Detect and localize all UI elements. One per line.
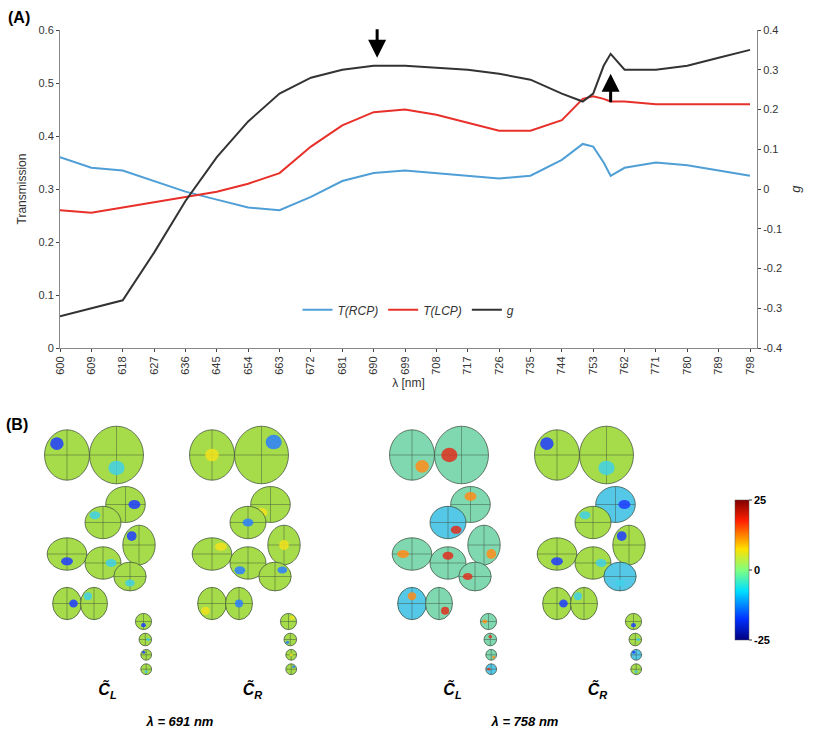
svg-text:0.6: 0.6 (39, 24, 54, 36)
svg-text:663: 663 (273, 356, 285, 374)
svg-text:T(RCP): T(RCP) (338, 304, 379, 318)
svg-text:C̃L: C̃L (443, 679, 462, 701)
svg-text:g: g (788, 185, 803, 193)
svg-text:g: g (507, 304, 514, 318)
svg-text:25: 25 (754, 494, 766, 506)
svg-text:789: 789 (712, 356, 724, 374)
svg-text:699: 699 (399, 356, 411, 374)
svg-text:609: 609 (85, 356, 97, 374)
svg-text:0.4: 0.4 (39, 130, 54, 142)
svg-text:C̃R: C̃R (243, 679, 263, 701)
svg-text:0.3: 0.3 (763, 64, 778, 76)
svg-text:771: 771 (650, 356, 662, 374)
svg-text:654: 654 (242, 356, 254, 374)
svg-text:627: 627 (148, 356, 160, 374)
svg-text:λ [nm]: λ [nm] (392, 376, 425, 390)
svg-text:(B): (B) (6, 416, 28, 433)
svg-text:0.1: 0.1 (39, 289, 54, 301)
svg-text:(A): (A) (8, 9, 30, 26)
svg-text:λ = 691 nm: λ = 691 nm (146, 714, 214, 729)
svg-text:0.1: 0.1 (763, 143, 778, 155)
svg-text:-0.3: -0.3 (763, 302, 782, 314)
svg-text:C̃R: C̃R (588, 679, 608, 701)
svg-text:600: 600 (54, 356, 66, 374)
svg-text:735: 735 (524, 356, 536, 374)
svg-text:681: 681 (336, 356, 348, 374)
svg-text:-0.4: -0.4 (763, 342, 782, 354)
svg-text:0.2: 0.2 (39, 236, 54, 248)
svg-text:753: 753 (587, 356, 599, 374)
svg-text:0.2: 0.2 (763, 103, 778, 115)
svg-text:690: 690 (367, 356, 379, 374)
svg-text:717: 717 (461, 356, 473, 374)
svg-text:0: 0 (48, 342, 54, 354)
svg-text:726: 726 (493, 356, 505, 374)
svg-text:636: 636 (179, 356, 191, 374)
svg-text:-0.1: -0.1 (763, 223, 782, 235)
svg-text:0.5: 0.5 (39, 77, 54, 89)
svg-text:T(LCP): T(LCP) (423, 304, 462, 318)
svg-text:618: 618 (116, 356, 128, 374)
svg-text:798: 798 (744, 356, 756, 374)
svg-text:0: 0 (763, 183, 769, 195)
svg-text:0.4: 0.4 (763, 24, 778, 36)
svg-text:744: 744 (555, 356, 567, 374)
svg-text:780: 780 (681, 356, 693, 374)
svg-text:Transmission: Transmission (15, 154, 29, 225)
svg-text:-25: -25 (754, 634, 770, 646)
svg-text:-0.2: -0.2 (763, 262, 782, 274)
svg-text:708: 708 (430, 356, 442, 374)
svg-text:C̃L: C̃L (98, 679, 117, 701)
svg-text:645: 645 (210, 356, 222, 374)
svg-text:0: 0 (754, 564, 760, 576)
svg-text:λ = 758 nm: λ = 758 nm (491, 714, 559, 729)
svg-text:762: 762 (618, 356, 630, 374)
svg-text:0.3: 0.3 (39, 183, 54, 195)
svg-text:672: 672 (304, 356, 316, 374)
